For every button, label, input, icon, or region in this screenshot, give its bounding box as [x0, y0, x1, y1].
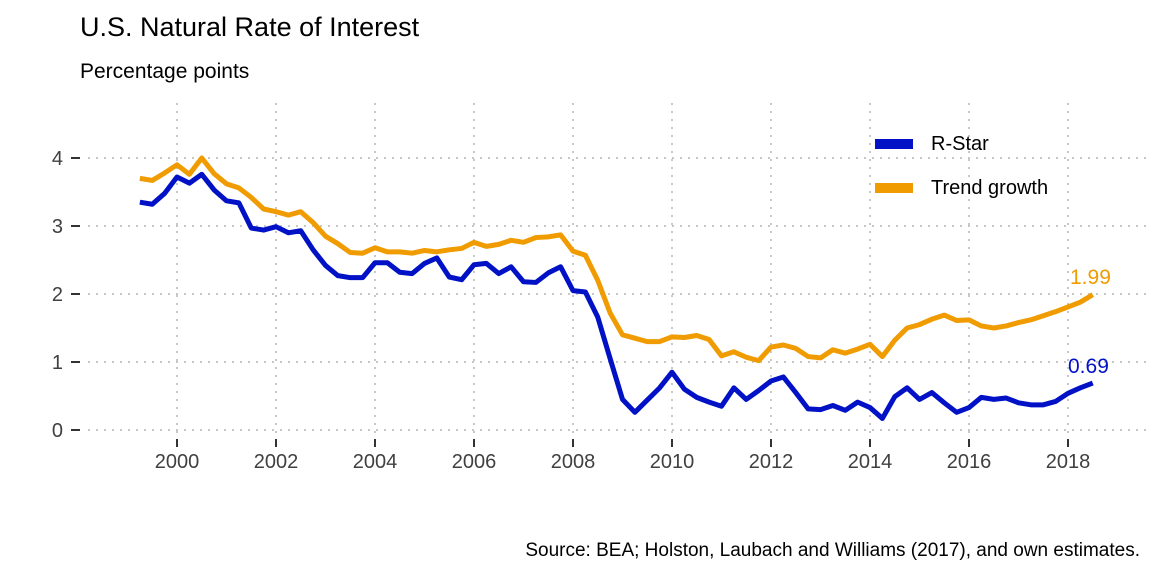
legend-item-trend: Trend growth [875, 174, 1048, 202]
trend-end-value-label: 1.99 [1070, 266, 1111, 289]
x-tick-label: 2016 [947, 451, 992, 473]
x-tick-label: 2000 [155, 451, 200, 473]
rstar-legend-label: R-Star [931, 132, 989, 155]
series-line-r-star [139, 171, 1094, 421]
trend-line-key-icon [875, 183, 913, 193]
y-tick-label: 4 [52, 148, 63, 170]
series-line-trend-growth [139, 155, 1095, 364]
legend: R-Star Trend growth [875, 130, 1048, 218]
x-tick-label: 2012 [749, 451, 794, 473]
y-tick-label: 1 [52, 352, 63, 374]
chart-subtitle: Percentage points [80, 60, 250, 83]
trend-legend-label: Trend growth [931, 176, 1049, 199]
y-tick-label: 2 [52, 284, 63, 306]
rstar-line-key-icon [875, 139, 913, 149]
y-tick-label: 3 [52, 216, 63, 238]
y-tick-label: 0 [52, 420, 63, 442]
x-tick-label: 2008 [551, 451, 596, 473]
legend-item-rstar: R-Star [875, 130, 1048, 158]
x-tick-label: 2014 [848, 451, 893, 473]
x-tick-label: 2010 [650, 451, 695, 473]
source-note: Source: BEA; Holston, Laubach and Willia… [525, 540, 1140, 561]
x-tick-label: 2018 [1046, 451, 1091, 473]
x-tick-label: 2004 [353, 451, 398, 473]
x-tick-label: 2002 [254, 451, 299, 473]
x-tick-label: 2006 [452, 451, 497, 473]
rstar-end-value-label: 0.69 [1068, 355, 1109, 378]
chart-title: U.S. Natural Rate of Interest [80, 12, 420, 42]
